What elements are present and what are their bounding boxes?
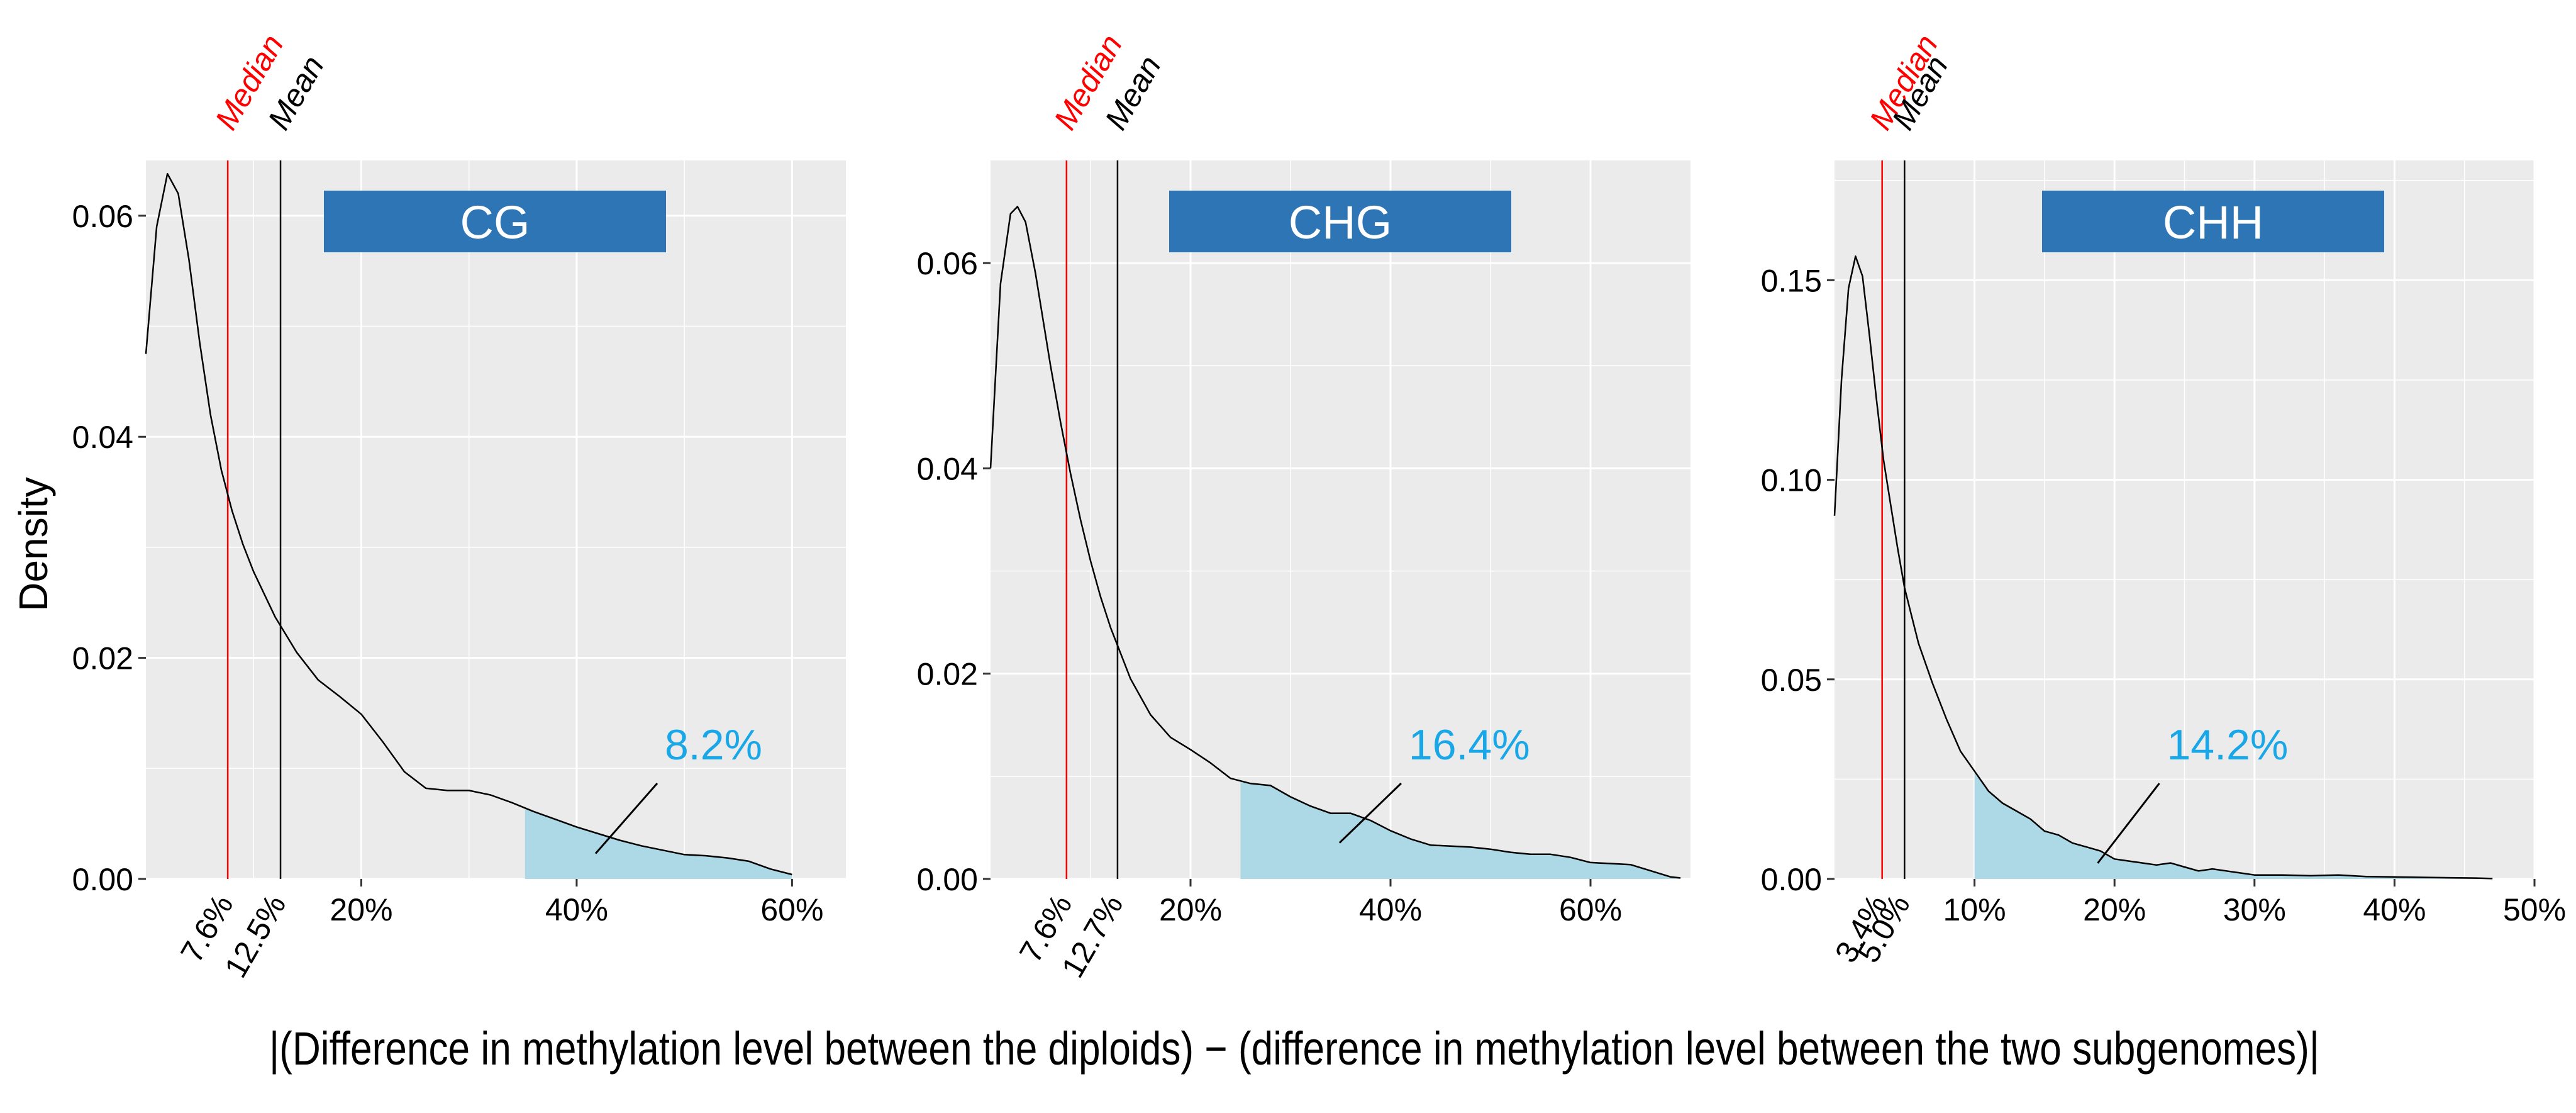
x-axis-title: |(Difference in methylation level betwee… xyxy=(269,1022,2319,1075)
strip-box xyxy=(324,191,666,252)
x-tick-label: 40% xyxy=(545,892,608,927)
y-tick-label: 0.10 xyxy=(1761,463,1822,498)
y-tick-label: 0.06 xyxy=(917,246,978,281)
density-curve xyxy=(1833,255,2493,880)
x-tick-label: 50% xyxy=(2503,892,2566,927)
y-tick-label: 0.04 xyxy=(72,420,133,455)
shaded-tail-area xyxy=(1974,771,2493,879)
y-axis-title: Density xyxy=(11,477,56,611)
strip-label: CHH xyxy=(2163,196,2263,249)
panel-background xyxy=(146,160,846,879)
density-curve xyxy=(989,206,1681,879)
density-curve xyxy=(145,172,792,876)
x-tick-label: 60% xyxy=(1559,892,1622,927)
shaded-percent-label: 8.2% xyxy=(665,721,762,769)
y-tick-label: 0.06 xyxy=(72,199,133,234)
x-tick-label: 10% xyxy=(1943,892,2006,927)
shaded-percent-label: 14.2% xyxy=(2167,721,2288,769)
y-tick-label: 0.00 xyxy=(1761,862,1822,897)
shaded-tail-area xyxy=(525,808,792,879)
x-tick-label: 30% xyxy=(2223,892,2286,927)
shaded-percent-label: 16.4% xyxy=(1409,721,1530,769)
y-tick-label: 0.02 xyxy=(917,657,978,692)
strip-box xyxy=(2042,191,2384,252)
strip-label: CG xyxy=(460,196,530,249)
percent-pointer-line xyxy=(594,783,658,854)
y-tick-label: 0.04 xyxy=(917,451,978,486)
y-tick-label: 0.02 xyxy=(72,641,133,676)
x-tick-label: 60% xyxy=(760,892,823,927)
x-tick-label: 40% xyxy=(1359,892,1422,927)
shaded-tail-area xyxy=(1240,781,1681,879)
y-tick-label: 0.15 xyxy=(1761,263,1822,298)
y-tick-label: 0.00 xyxy=(72,862,133,897)
x-tick-label: 40% xyxy=(2363,892,2426,927)
strip-label: CHG xyxy=(1289,196,1392,249)
x-tick-label: 20% xyxy=(330,892,392,927)
x-tick-label: 20% xyxy=(2083,892,2146,927)
panel-background xyxy=(991,160,1690,879)
percent-pointer-line xyxy=(1338,782,1402,844)
percent-pointer-line xyxy=(2097,783,2160,864)
x-tick-label: 20% xyxy=(1159,892,1222,927)
y-tick-label: 0.05 xyxy=(1761,663,1822,698)
strip-box xyxy=(1169,191,1511,252)
y-tick-label: 0.00 xyxy=(917,862,978,897)
